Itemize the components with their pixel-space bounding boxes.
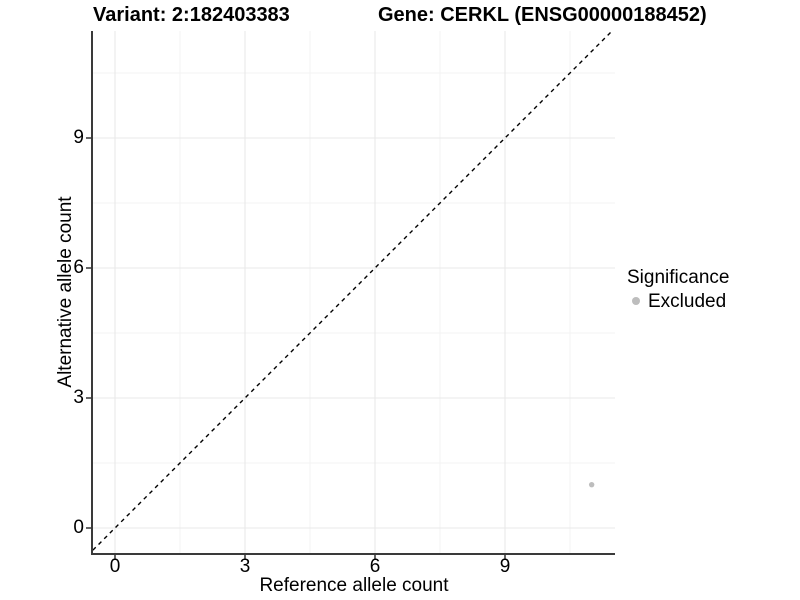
legend-title: Significance bbox=[627, 267, 730, 288]
y-tick-label-6: 6 bbox=[73, 257, 84, 278]
y-axis-title: Alternative allele count bbox=[55, 196, 76, 388]
legend-key-dot bbox=[632, 297, 640, 305]
x-tick-label-3: 3 bbox=[239, 556, 251, 577]
plot-title-gene: Gene: CERKL (ENSG00000188452) bbox=[378, 4, 707, 26]
identity-reference-line bbox=[92, 30, 613, 551]
y-tick-label-9: 9 bbox=[73, 127, 84, 148]
x-axis-title: Reference allele count bbox=[259, 575, 449, 596]
x-tick-label-0: 0 bbox=[109, 556, 121, 577]
plot-title-variant: Variant: 2:182403383 bbox=[93, 4, 290, 26]
x-tick-label-6: 6 bbox=[369, 556, 381, 577]
y-tick-label-3: 3 bbox=[73, 387, 84, 408]
x-tick-label-9: 9 bbox=[499, 556, 511, 577]
data-point bbox=[588, 481, 595, 488]
legend-item-excluded: Excluded bbox=[648, 291, 727, 312]
y-tick-label-0: 0 bbox=[73, 517, 84, 538]
